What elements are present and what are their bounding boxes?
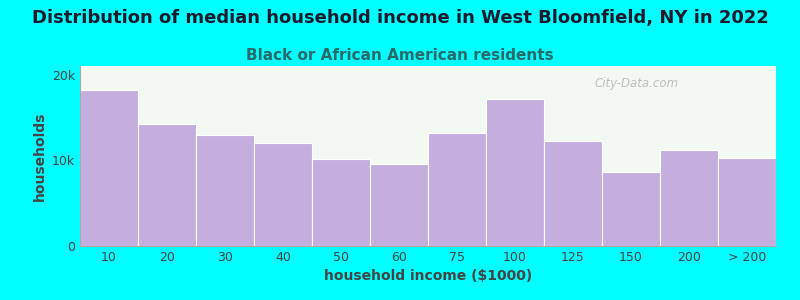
Bar [428, 133, 486, 246]
Bar [138, 124, 196, 246]
Bar [660, 150, 718, 246]
Bar [196, 135, 254, 246]
Text: Distribution of median household income in West Bloomfield, NY in 2022: Distribution of median household income … [31, 9, 769, 27]
Bar [80, 90, 138, 246]
Bar [718, 158, 776, 246]
Bar [254, 143, 312, 246]
Bar [544, 141, 602, 246]
Bar [602, 172, 660, 246]
Y-axis label: households: households [33, 111, 46, 201]
Text: City-Data.com: City-Data.com [594, 77, 679, 91]
X-axis label: household income ($1000): household income ($1000) [324, 269, 532, 284]
Bar [486, 99, 544, 246]
Bar [370, 164, 428, 246]
Bar [312, 159, 370, 246]
Text: Black or African American residents: Black or African American residents [246, 48, 554, 63]
